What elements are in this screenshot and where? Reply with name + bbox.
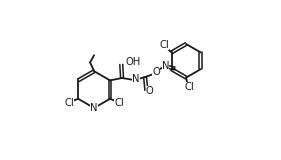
Text: O: O bbox=[152, 67, 160, 77]
Text: Cl: Cl bbox=[185, 82, 194, 92]
Text: Cl: Cl bbox=[114, 98, 124, 108]
Text: Cl: Cl bbox=[160, 40, 169, 50]
Text: N: N bbox=[90, 103, 98, 113]
Text: N: N bbox=[162, 61, 169, 71]
Text: O: O bbox=[146, 86, 154, 96]
Text: Cl: Cl bbox=[64, 98, 74, 108]
Text: N: N bbox=[132, 74, 140, 84]
Text: OH: OH bbox=[126, 57, 141, 68]
